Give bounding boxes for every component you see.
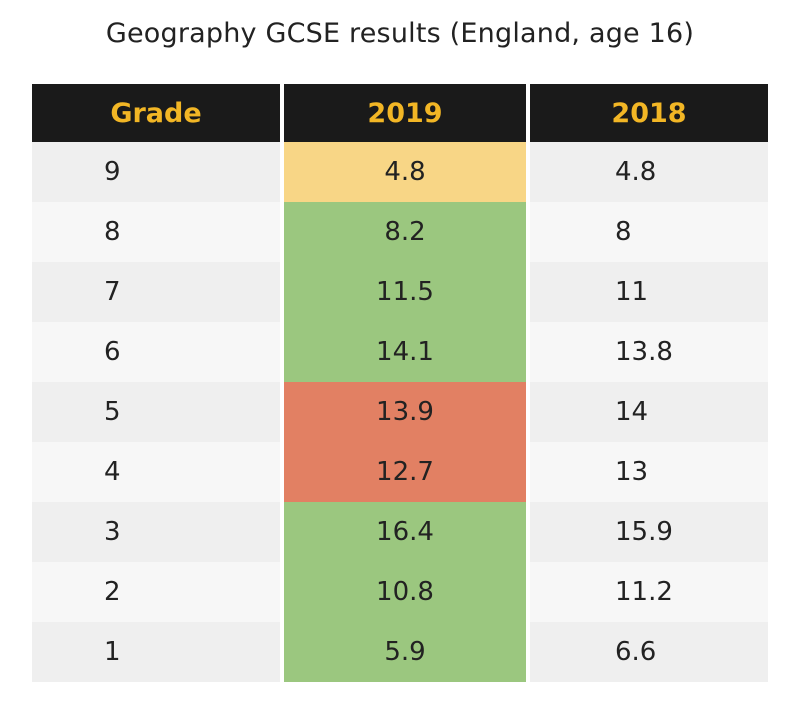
table-body: 9 4.8 4.8 8 8.2 8 7 11.5 11 6 14.1 13.8 5 13.9 14 4 12.7… <box>32 142 768 682</box>
value-2019-cell: 8.2 <box>284 202 526 262</box>
grade-cell: 4 <box>32 442 280 502</box>
header-grade: Grade <box>32 84 280 142</box>
grade-cell: 1 <box>32 622 280 682</box>
value-2018-cell: 11 <box>530 262 768 322</box>
results-table: Grade 2019 2018 9 4.8 4.8 8 8.2 8 7 11.5 11 6 14.1… <box>32 84 768 682</box>
value-2019-cell: 13.9 <box>284 382 526 442</box>
grade-cell: 9 <box>32 142 280 202</box>
value-2019-cell: 4.8 <box>284 142 526 202</box>
grade-cell: 6 <box>32 322 280 382</box>
grade-cell: 2 <box>32 562 280 622</box>
grade-cell: 8 <box>32 202 280 262</box>
value-2018-cell: 14 <box>530 382 768 442</box>
value-2018-cell: 13.8 <box>530 322 768 382</box>
value-2018-cell: 13 <box>530 442 768 502</box>
value-2019-cell: 16.4 <box>284 502 526 562</box>
grade-cell: 7 <box>32 262 280 322</box>
value-2018-cell: 11.2 <box>530 562 768 622</box>
table-row: 4 12.7 13 <box>32 442 768 502</box>
grade-cell: 3 <box>32 502 280 562</box>
table-row: 8 8.2 8 <box>32 202 768 262</box>
table-row: 2 10.8 11.2 <box>32 562 768 622</box>
table-title: Geography GCSE results (England, age 16) <box>105 18 695 49</box>
value-2018-cell: 6.6 <box>530 622 768 682</box>
value-2019-cell: 5.9 <box>284 622 526 682</box>
value-2018-cell: 4.8 <box>530 142 768 202</box>
grade-cell: 5 <box>32 382 280 442</box>
header-2019: 2019 <box>284 84 526 142</box>
table-row: 1 5.9 6.6 <box>32 622 768 682</box>
value-2019-cell: 10.8 <box>284 562 526 622</box>
table-header-row: Grade 2019 2018 <box>32 84 768 142</box>
value-2018-cell: 15.9 <box>530 502 768 562</box>
value-2019-cell: 14.1 <box>284 322 526 382</box>
table-row: 5 13.9 14 <box>32 382 768 442</box>
table-row: 3 16.4 15.9 <box>32 502 768 562</box>
value-2018-cell: 8 <box>530 202 768 262</box>
table-row: 6 14.1 13.8 <box>32 322 768 382</box>
table-row: 7 11.5 11 <box>32 262 768 322</box>
value-2019-cell: 11.5 <box>284 262 526 322</box>
table-row: 9 4.8 4.8 <box>32 142 768 202</box>
header-2018: 2018 <box>530 84 768 142</box>
value-2019-cell: 12.7 <box>284 442 526 502</box>
